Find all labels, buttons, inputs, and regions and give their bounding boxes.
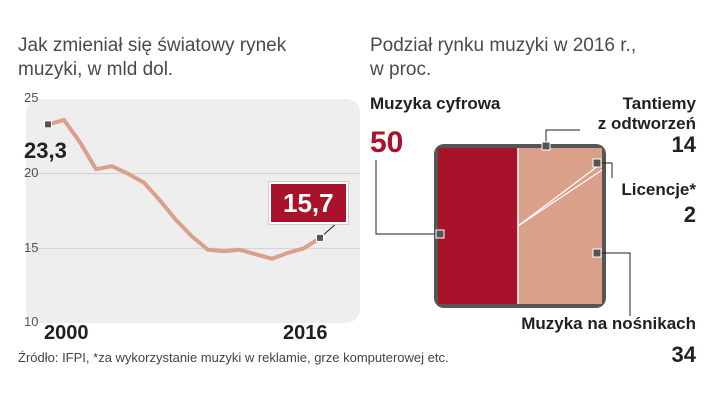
source-note: Źródło: IFPI, *za wykorzystanie muzyki w… bbox=[18, 350, 449, 365]
leader-muzyka-cyfrowa bbox=[375, 160, 440, 235]
marker-muzyka-cyfrowa bbox=[435, 229, 445, 239]
x-label-2000: 2000 bbox=[44, 322, 89, 344]
last-point-marker bbox=[316, 233, 324, 242]
leader-nosniki bbox=[597, 252, 631, 316]
leader-tantiemy bbox=[545, 129, 580, 146]
licencje-divider-2 bbox=[517, 169, 603, 227]
value-muzyka-cyfrowa: 50 bbox=[370, 126, 404, 159]
line-chart-title-line-2: muzyki, w mld dol. bbox=[18, 59, 174, 80]
share-chart-title: Podział rynku muzyki w 2016 r., w proc. bbox=[370, 34, 636, 82]
marker-licencje bbox=[592, 158, 602, 168]
y-tick-15: 15 bbox=[24, 240, 39, 255]
line-chart-title-line-1: Jak zmieniał się światowy rynek bbox=[18, 35, 287, 56]
marker-tantiemy bbox=[541, 141, 551, 151]
share-chart-title-line-2: w proc. bbox=[370, 59, 432, 80]
y-tick-10: 10 bbox=[24, 314, 39, 329]
label-licencje: Licencje* bbox=[621, 180, 696, 199]
value-licencje: 2 bbox=[683, 202, 696, 227]
marker-nosniki bbox=[592, 248, 602, 258]
line-chart-title: Jak zmieniał się światowy rynek muzyki, … bbox=[18, 34, 286, 82]
value-tantiemy: 14 bbox=[671, 132, 696, 157]
leader-licencje bbox=[597, 162, 613, 178]
first-value-label: 23,3 bbox=[24, 138, 67, 163]
line-chart-plot-area bbox=[26, 99, 360, 323]
last-value-label: 15,7 bbox=[269, 182, 348, 224]
label-tantiemy-line-2: z odtworzeń bbox=[597, 114, 696, 133]
label-muzyka-cyfrowa: Muzyka cyfrowa bbox=[370, 94, 501, 113]
value-nosniki: 34 bbox=[671, 342, 696, 367]
share-chart-title-line-1: Podział rynku muzyki w 2016 r., bbox=[370, 35, 637, 56]
market-share-square bbox=[375, 129, 631, 316]
segment-muzyka-cyfrowa bbox=[438, 148, 518, 304]
first-point-marker bbox=[44, 120, 52, 129]
y-tick-25: 25 bbox=[24, 90, 39, 105]
label-tantiemy: Tantiemy z odtworzeń bbox=[598, 94, 696, 134]
licencje-divider-1 bbox=[517, 162, 603, 227]
segment-other bbox=[518, 148, 602, 304]
label-nosniki: Muzyka na nośnikach bbox=[521, 314, 696, 333]
label-tantiemy-line-1: Tantiemy bbox=[622, 94, 696, 113]
line-chart-series bbox=[46, 117, 322, 261]
y-tick-20: 20 bbox=[24, 165, 39, 180]
x-label-2016: 2016 bbox=[283, 322, 328, 344]
